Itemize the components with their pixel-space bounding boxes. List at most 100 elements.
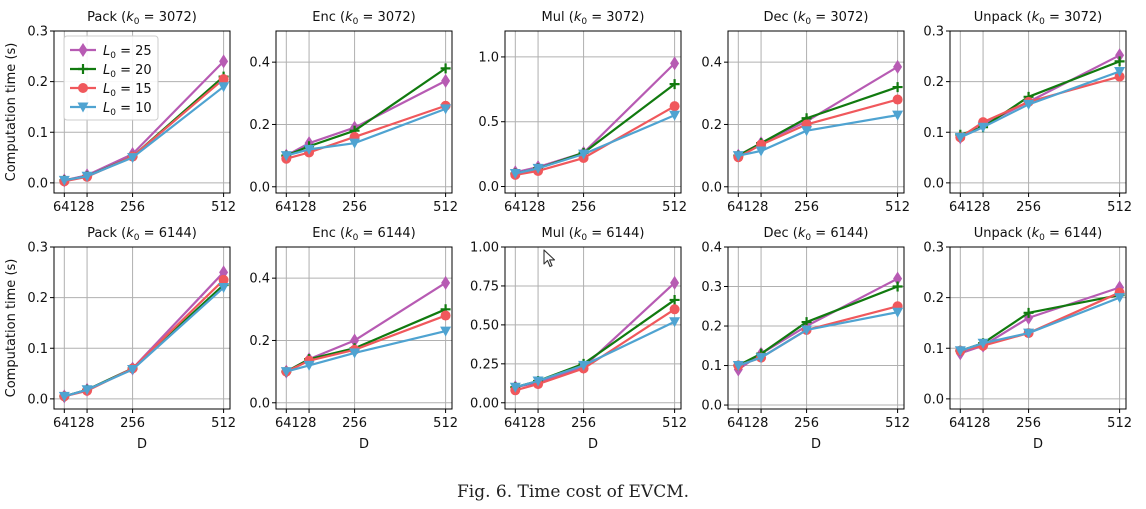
title-close: ): [1097, 10, 1102, 25]
legend-l: L: [103, 82, 110, 97]
axes-frame: [949, 30, 1127, 194]
title-close: ): [639, 226, 644, 241]
title-open: (: [565, 226, 574, 241]
data-point-triangle: [732, 151, 744, 162]
data-point-triangle: [81, 385, 93, 396]
title-k: k: [798, 226, 806, 241]
title-k: k: [345, 226, 353, 241]
subplot-dec-k6144: 0.0 0.1 0.2 0.3 0.4 64128 256 512 Dec (k0 = 6144…: [701, 226, 910, 452]
title-subscript: 0: [581, 233, 587, 243]
y-tick-label: 0.2: [701, 118, 722, 133]
data-point-triangle: [1114, 293, 1126, 304]
x-tick-label: 64128: [53, 200, 94, 215]
title-base: Pack: [87, 10, 117, 25]
data-point-triangle: [954, 346, 966, 357]
title-k: k: [345, 10, 353, 25]
series-line-25: [285, 79, 447, 157]
series-line-10: [64, 85, 225, 182]
y-tick-label: 0.0: [923, 392, 944, 407]
x-tick-label: 512: [885, 200, 910, 215]
x-tick-label: 256: [1016, 200, 1041, 215]
legend-l: L: [103, 101, 110, 116]
data-point-triangle: [440, 104, 452, 115]
title-close: ): [639, 10, 644, 25]
axes-frame: [275, 30, 453, 194]
y-tick-label: 0.3: [27, 25, 48, 40]
series-line-15: [515, 308, 676, 392]
title-base: Dec: [764, 226, 789, 241]
legend-l: L: [103, 44, 110, 59]
x-tick-label: 512: [1107, 200, 1132, 215]
y-tick-label: 0.2: [923, 291, 944, 306]
title-eq: =: [1045, 10, 1064, 25]
series-line-20: [737, 285, 899, 367]
data-point-diamond: [670, 275, 680, 290]
y-tick-label: 0.1: [27, 126, 48, 141]
y-tick-label: 0.4: [249, 56, 270, 71]
data-point-triangle: [892, 307, 904, 318]
y-tick-label: 0.0: [27, 176, 48, 191]
data-point-diamond: [1115, 48, 1125, 63]
title-open: (: [789, 10, 798, 25]
title-k: k: [126, 10, 134, 25]
x-tick-label: 64128: [949, 200, 990, 215]
title-subscript: 0: [353, 233, 359, 243]
title-k0-value: 3072: [159, 10, 192, 25]
series-line-15: [959, 75, 1120, 139]
data-point-triangle: [280, 151, 292, 162]
y-tick-label: 0.0: [27, 392, 48, 407]
y-axis-label: Computation time (s): [4, 43, 19, 182]
title-base: Dec: [764, 10, 789, 25]
legend-entry: L0 = 10: [103, 101, 152, 118]
series-line-15: [960, 291, 1121, 352]
y-tick-label: 0.0: [701, 399, 722, 414]
x-axis-label: D: [359, 437, 369, 452]
title-subscript: 0: [353, 17, 359, 27]
series-line-15: [515, 105, 676, 176]
data-point-diamond: [78, 43, 88, 57]
subplot-unpack-k6144: 0.0 0.1 0.2 0.3 64128 256 512 Unpack (k0 = 6144…: [923, 226, 1132, 452]
data-point-plus: [892, 281, 903, 292]
series-line-15: [285, 314, 446, 373]
title-k: k: [1032, 226, 1040, 241]
subplot-enc-k6144: 0.0 0.2 0.4 64128 256 512 Enc (k0 = 6144) D: [249, 226, 458, 452]
legend-value: = 15: [116, 82, 152, 97]
y-tick-label: 0.0: [478, 180, 499, 195]
data-point-plus: [669, 79, 680, 90]
data-point-diamond: [219, 54, 229, 69]
data-point-triangle: [218, 283, 230, 293]
subplot-enc-k3072: 0.0 0.2 0.4 64128 256 512 Enc (k0 = 3072): [249, 10, 458, 215]
y-tick-label: 0.2: [249, 334, 270, 349]
data-point-plus: [1114, 56, 1125, 67]
data-point-triangle: [954, 132, 966, 143]
y-tick-label: 0.2: [27, 291, 48, 306]
title-open: (: [1022, 10, 1031, 25]
subplot-title: Mul (k0 = 6144): [542, 226, 645, 243]
figure-caption: Fig. 6. Time cost of EVCM.: [456, 482, 690, 502]
title-close: ): [192, 226, 197, 241]
data-point-triangle: [303, 360, 315, 371]
subplot-title: Enc (k0 = 3072): [312, 10, 415, 27]
subplot-pack-k6144: 0.0 0.1 0.2 0.3 64128 256 512 Pack (k0 = 6144) C…: [4, 226, 236, 452]
data-point-triangle: [509, 169, 521, 180]
x-axis-label: D: [811, 437, 821, 452]
title-k0-value: 3072: [1064, 10, 1097, 25]
y-tick-label: 0.2: [923, 75, 944, 90]
data-point-triangle: [349, 348, 361, 359]
series-line-10: [959, 296, 1120, 352]
data-point-circle: [440, 310, 451, 321]
x-tick-label: 256: [1016, 416, 1041, 431]
title-eq: =: [587, 10, 606, 25]
x-tick-label: 512: [211, 200, 236, 215]
y-tick-label: 0.3: [923, 241, 944, 256]
series-line-10: [286, 107, 446, 157]
data-point-plus: [440, 63, 451, 74]
title-subscript: 0: [581, 17, 587, 27]
data-point-triangle: [669, 110, 681, 121]
data-point-diamond: [670, 56, 680, 71]
legend-entry: L0 = 20: [103, 63, 152, 80]
title-base: Enc: [312, 226, 336, 241]
title-eq: =: [811, 10, 830, 25]
y-tick-label: 0.25: [470, 357, 499, 372]
